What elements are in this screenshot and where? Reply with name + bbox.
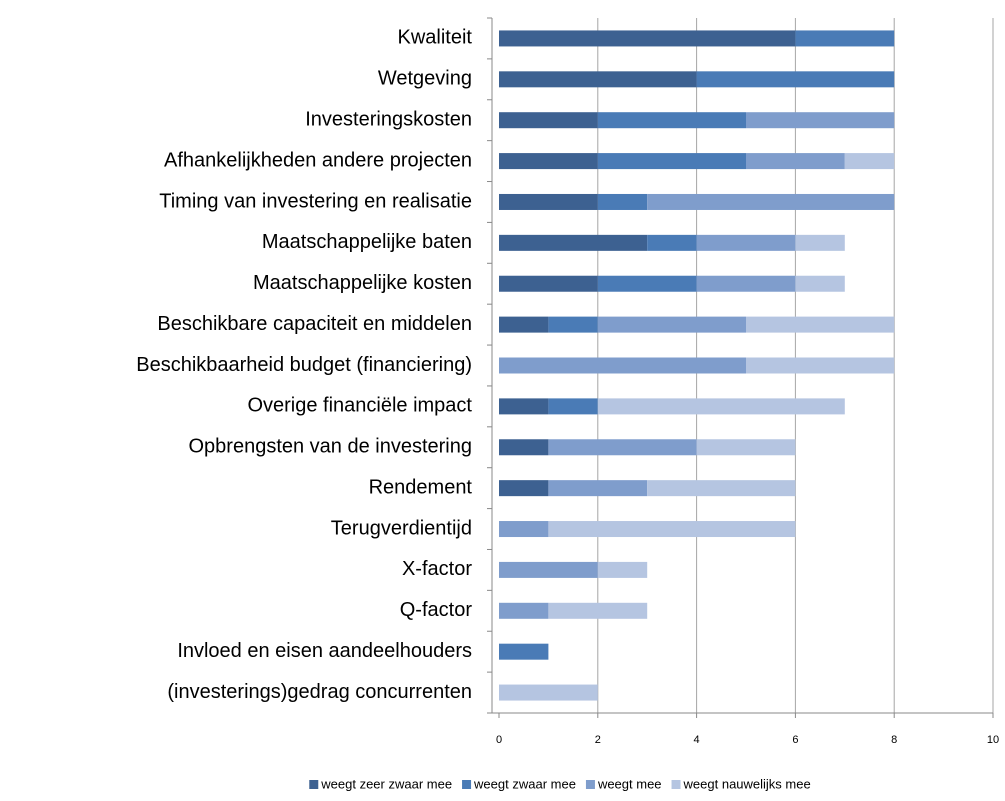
legend-label: weegt nauwelijks mee xyxy=(683,776,811,791)
bar-segment xyxy=(795,234,845,251)
bar-segment xyxy=(499,561,598,578)
bar-segment xyxy=(696,275,796,292)
category-label: Afhankelijkheden andere projecten xyxy=(164,149,472,171)
category-label: Terugverdientijd xyxy=(331,517,472,539)
legend-swatch xyxy=(309,780,319,789)
bar-segment xyxy=(548,439,697,456)
bar-segment xyxy=(499,153,598,170)
x-tick-label: 4 xyxy=(694,734,700,746)
category-label: X-factor xyxy=(402,558,472,580)
bar-segment xyxy=(647,480,796,497)
category-label: Q-factor xyxy=(400,599,473,621)
legend-swatch xyxy=(671,780,681,789)
x-tick-label: 6 xyxy=(792,734,798,746)
bar-segment xyxy=(746,316,895,333)
bar-segment xyxy=(499,30,796,47)
category-label: Investeringskosten xyxy=(305,108,472,130)
bar-segment xyxy=(597,193,648,210)
bar-segment xyxy=(499,602,549,619)
bar-segment xyxy=(548,602,648,619)
bar-segment xyxy=(597,561,648,578)
bar-segment xyxy=(647,234,697,251)
x-tick-label: 0 xyxy=(496,734,502,746)
category-label: Wetgeving xyxy=(378,68,472,90)
bar-segment xyxy=(597,112,746,129)
category-label: Maatschappelijke kosten xyxy=(253,272,472,294)
x-tick-label: 8 xyxy=(891,734,897,746)
legend-label: weegt zwaar mee xyxy=(473,776,576,791)
category-label: Opbrengsten van de investering xyxy=(188,436,472,458)
bar-segment xyxy=(844,153,895,170)
bar-segment xyxy=(696,439,796,456)
x-tick-label: 10 xyxy=(987,734,999,746)
legend-swatch xyxy=(585,780,595,789)
bar-segment xyxy=(499,398,549,415)
bar-segment xyxy=(746,112,895,129)
category-label: (investerings)gedrag concurrenten xyxy=(167,681,472,703)
legend-swatch xyxy=(462,780,472,789)
bar-segment xyxy=(499,684,598,701)
bar-segment xyxy=(548,480,648,497)
bar-segment xyxy=(795,275,845,292)
bar-segment xyxy=(499,71,697,88)
bar-segment xyxy=(499,193,598,210)
bar-segment xyxy=(548,398,598,415)
bar-segment xyxy=(696,234,796,251)
category-label: Beschikbaarheid budget (financiering) xyxy=(136,354,472,376)
bar-segment xyxy=(795,30,895,47)
bar-segment xyxy=(647,193,895,210)
bar-segment xyxy=(499,316,549,333)
legend-label: weegt mee xyxy=(597,776,662,791)
category-label: Kwaliteit xyxy=(398,27,473,49)
bar-segment xyxy=(499,643,549,660)
bar-segment xyxy=(597,398,845,415)
legend-label: weegt zeer zwaar mee xyxy=(320,776,452,791)
bar-segment xyxy=(499,275,598,292)
bar-segment xyxy=(499,480,549,497)
bar-segment xyxy=(746,153,845,170)
bar-segment xyxy=(499,521,549,538)
bar-segment xyxy=(499,439,549,456)
bar-segment xyxy=(548,316,598,333)
category-label: Beschikbare capaciteit en middelen xyxy=(157,313,472,335)
category-label: Overige financiële impact xyxy=(247,395,472,417)
bar-segment xyxy=(746,357,895,374)
bar-segment xyxy=(499,112,598,129)
bar-segment xyxy=(548,521,796,538)
category-label: Timing van investering en realisatie xyxy=(159,190,472,212)
category-label: Invloed en eisen aandeelhouders xyxy=(177,640,472,662)
bar-segment xyxy=(597,316,746,333)
bar-segment xyxy=(499,234,648,251)
x-tick-label: 2 xyxy=(595,734,601,746)
bar-segment xyxy=(597,275,697,292)
bar-segment xyxy=(696,71,895,88)
bar-segment xyxy=(597,153,746,170)
category-label: Maatschappelijke baten xyxy=(262,231,472,253)
bar-segment xyxy=(499,357,746,374)
category-label: Rendement xyxy=(369,476,473,498)
